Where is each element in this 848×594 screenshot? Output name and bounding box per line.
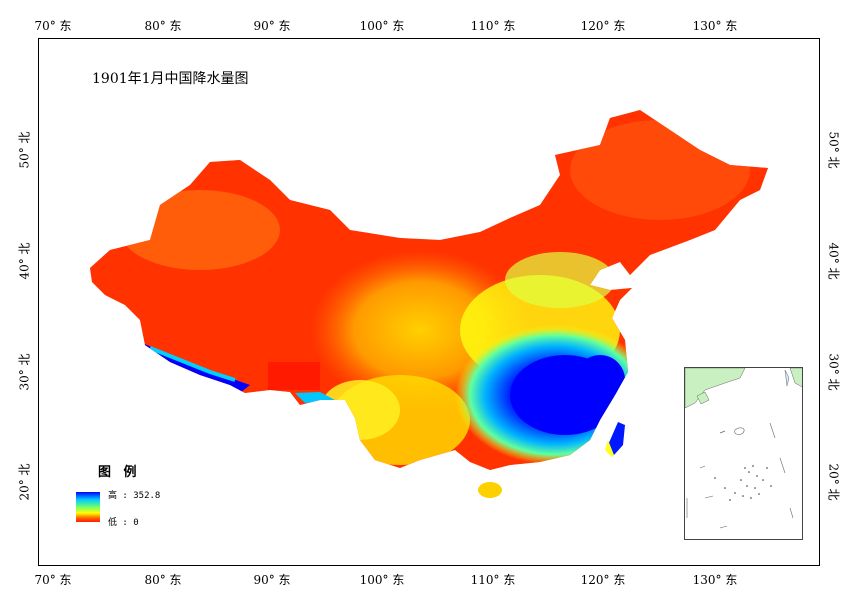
south-china-sea-inset — [684, 367, 803, 540]
legend-title: 图 例 — [98, 465, 141, 480]
lon-label-bottom: 100° 东 — [359, 573, 405, 587]
lon-label-top: 110° 东 — [470, 19, 516, 33]
lon-label-top: 70° 东 — [34, 19, 72, 33]
lon-label-bottom: 110° 东 — [470, 573, 516, 587]
lon-label-top: 120° 东 — [580, 19, 626, 33]
lon-label-bottom: 90° 东 — [253, 573, 291, 587]
lon-label-top: 90° 东 — [253, 19, 291, 33]
legend-color-bar — [76, 492, 100, 522]
hainan-island — [478, 482, 502, 498]
legend-high-label: 高 : 352.8 — [108, 491, 161, 501]
lon-label-top: 130° 东 — [692, 19, 738, 33]
lon-label-bottom: 70° 东 — [34, 573, 72, 587]
inset-map — [685, 368, 802, 529]
map-title: 1901年1月中国降水量图 — [92, 71, 249, 87]
lon-label-bottom: 120° 东 — [580, 573, 626, 587]
lon-label-bottom: 80° 东 — [144, 573, 182, 587]
lon-label-top: 100° 东 — [359, 19, 405, 33]
legend-low-label: 低 : 0 — [108, 518, 139, 528]
lon-label-top: 80° 东 — [144, 19, 182, 33]
lon-label-bottom: 130° 东 — [692, 573, 738, 587]
